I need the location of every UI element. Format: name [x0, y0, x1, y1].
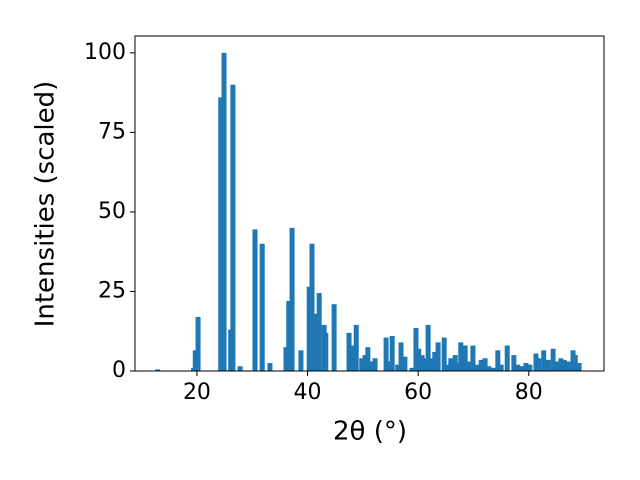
bar [576, 363, 582, 371]
bar [286, 301, 292, 371]
x-tick-label: 20 [183, 380, 211, 405]
bar [486, 366, 492, 371]
bar [554, 361, 560, 371]
bar [458, 342, 464, 371]
bar [313, 313, 319, 371]
bar [425, 324, 431, 371]
bar [389, 336, 395, 371]
bar [429, 358, 435, 371]
bar [306, 286, 312, 371]
bar [491, 367, 497, 371]
bar [323, 332, 329, 371]
bar [359, 358, 365, 371]
y-tick-label: 50 [98, 199, 126, 224]
y-tick-label: 0 [112, 358, 126, 383]
bar [565, 361, 571, 371]
bar [465, 361, 471, 371]
bar [550, 348, 556, 371]
bar [462, 345, 468, 371]
x-axis-label: 2θ (°) [333, 417, 407, 447]
bar [298, 350, 304, 371]
bar [474, 364, 480, 371]
bar [267, 363, 273, 371]
bar [386, 361, 392, 371]
bar [289, 227, 295, 371]
bar [572, 355, 578, 371]
bar [523, 363, 529, 371]
bar [331, 304, 337, 371]
bar [237, 366, 243, 371]
x-tick-label: 40 [294, 380, 322, 405]
bar [545, 359, 551, 371]
bar [515, 364, 521, 371]
bar [541, 350, 547, 371]
bar [413, 328, 419, 371]
bar [195, 316, 201, 371]
bar [441, 337, 447, 371]
bar [527, 364, 533, 371]
bar [536, 358, 542, 371]
bar [455, 363, 461, 371]
bar [432, 351, 438, 371]
bar [419, 355, 425, 371]
bar [218, 97, 224, 371]
bar [561, 359, 567, 371]
bar [309, 243, 315, 371]
bar [155, 369, 161, 371]
y-tick-label: 75 [98, 119, 126, 144]
y-tick-label: 100 [84, 40, 126, 65]
bar [362, 355, 368, 371]
bar [519, 366, 525, 371]
y-axis-label: Intensities (scaled) [31, 81, 61, 328]
bar [192, 350, 198, 371]
bar [402, 356, 408, 371]
y-tick-label: 25 [98, 278, 126, 303]
bar [448, 358, 454, 371]
bar [353, 324, 359, 371]
bar [346, 332, 352, 371]
bar [252, 229, 258, 371]
bar [533, 353, 539, 371]
bar [230, 84, 236, 371]
bar [395, 364, 401, 371]
plot-frame [134, 35, 605, 372]
bar [383, 337, 389, 371]
bar [482, 358, 488, 371]
bar [435, 342, 441, 371]
bar [558, 358, 564, 371]
bar [495, 350, 501, 371]
bar [416, 348, 422, 371]
bar [259, 243, 265, 371]
bar [221, 52, 227, 371]
bar [511, 355, 517, 371]
x-tick-label: 80 [515, 380, 543, 405]
bar [316, 293, 322, 371]
bar [349, 345, 355, 371]
bar [445, 364, 451, 371]
bar [470, 345, 476, 371]
bar [372, 358, 378, 371]
bar [398, 342, 404, 371]
bar [478, 359, 484, 371]
bar [452, 355, 458, 371]
bar [365, 347, 371, 371]
bar [368, 361, 374, 371]
bar [283, 347, 289, 371]
bar [409, 367, 415, 371]
bar [498, 364, 504, 371]
bar [504, 345, 510, 371]
x-tick-label: 60 [404, 380, 432, 405]
